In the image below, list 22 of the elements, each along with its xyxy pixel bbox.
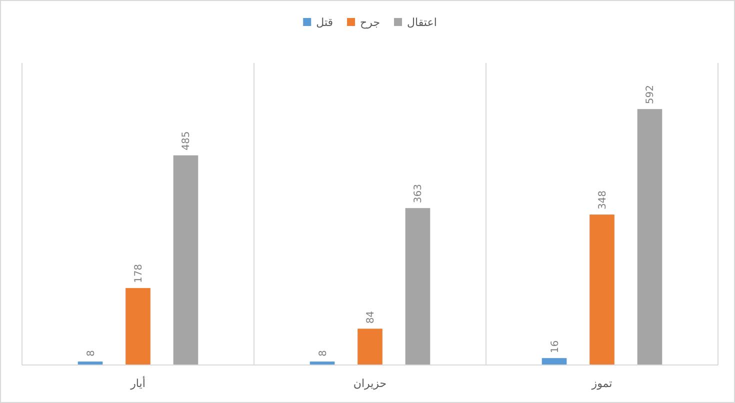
data-label: 592 (645, 84, 656, 104)
legend-label: قتل (316, 16, 334, 29)
data-label: 84 (366, 310, 376, 324)
bar (358, 328, 382, 365)
data-label: 16 (550, 340, 561, 354)
data-label: 8 (86, 350, 97, 357)
legend-label: اعتقال (407, 16, 437, 29)
bar (126, 288, 150, 365)
bar (542, 358, 567, 365)
data-label: 178 (134, 264, 144, 284)
bar (637, 109, 662, 365)
data-label: 8 (318, 350, 329, 357)
bar (590, 214, 614, 365)
legend-label: جرح (360, 16, 380, 29)
x-tick-label: تموز (590, 377, 612, 390)
x-tick-label: حزيران (353, 377, 387, 390)
data-label: 363 (413, 184, 424, 204)
bar (173, 155, 198, 365)
x-tick-label: أيار (130, 376, 146, 390)
data-label: 485 (181, 131, 192, 150)
data-label: 348 (598, 190, 608, 210)
bar (405, 208, 430, 365)
